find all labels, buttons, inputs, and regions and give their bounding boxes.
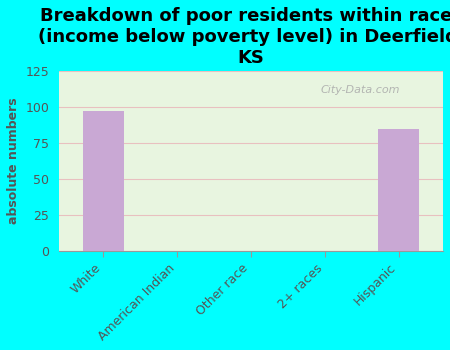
Bar xyxy=(378,128,419,251)
Title: Breakdown of poor residents within races
(income below poverty level) in Deerfie: Breakdown of poor residents within races… xyxy=(38,7,450,66)
Y-axis label: absolute numbers: absolute numbers xyxy=(7,98,20,224)
Text: City-Data.com: City-Data.com xyxy=(320,85,400,95)
Bar xyxy=(83,111,124,251)
